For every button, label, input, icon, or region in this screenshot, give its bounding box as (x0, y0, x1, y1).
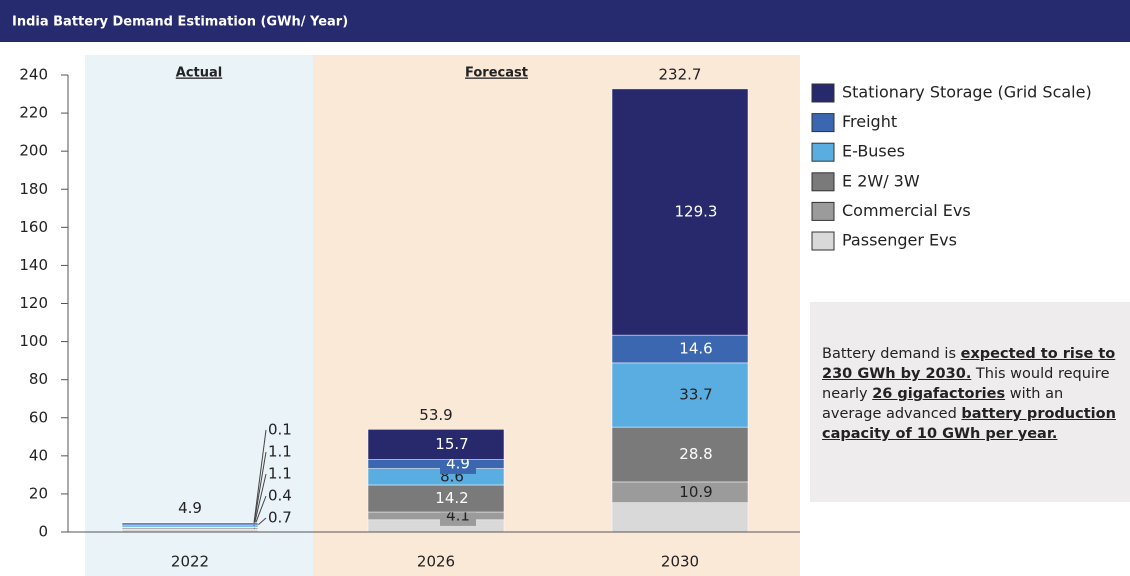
bar-segment (367, 519, 505, 533)
y-tick-label: 160 (19, 218, 48, 236)
note-box: Battery demand is expected to rise to 23… (810, 302, 1130, 502)
data-label: 0.1 (268, 421, 292, 439)
leader-line (253, 473, 267, 527)
bar-segment (121, 522, 259, 526)
data-label: 15.7 (435, 435, 468, 453)
bar-segment (367, 468, 505, 486)
period-label: Forecast (465, 66, 528, 81)
legend-swatch (811, 83, 835, 103)
data-label: 1.1 (268, 465, 292, 483)
y-tick-label: 240 (19, 66, 48, 84)
note-text: This would require nearly (822, 366, 1110, 402)
legend-label: E-Buses (842, 142, 905, 161)
bar-segment (367, 459, 505, 469)
legend-label: Commercial Evs (842, 201, 971, 220)
legend-swatch (811, 201, 835, 221)
note-text: Battery demand is (822, 346, 961, 362)
title-bar (0, 0, 1130, 42)
bar-segment (611, 334, 749, 364)
x-tick-label: 2022 (171, 553, 209, 571)
bar-segment (121, 524, 259, 528)
y-tick-label: 40 (29, 446, 48, 464)
data-label: 0.7 (268, 509, 292, 527)
y-tick-label: 100 (19, 332, 48, 350)
legend-label: Freight (842, 112, 897, 131)
bar-segment (611, 88, 749, 336)
y-tick-label: 20 (29, 484, 48, 502)
data-label: 129.3 (675, 203, 718, 221)
y-tick-label: 140 (19, 256, 48, 274)
y-tick-label: 80 (29, 370, 48, 388)
data-label: 14.6 (679, 340, 712, 358)
x-tick-label: 2030 (661, 553, 699, 571)
data-label: 1.1 (268, 443, 292, 461)
data-label: 33.7 (679, 385, 712, 403)
y-tick-label: 180 (19, 180, 48, 198)
note-text: 26 gigafactories (872, 386, 1006, 402)
legend-swatch (811, 231, 835, 251)
bar-segment (611, 502, 749, 533)
data-label: 10.9 (679, 483, 712, 501)
y-tick-label: 0 (38, 523, 48, 541)
bar-segment (367, 429, 505, 460)
legend-label: E 2W/ 3W (842, 171, 920, 190)
total-label: 4.9 (178, 499, 202, 517)
x-tick-label: 2026 (417, 553, 455, 571)
legend-swatch (811, 142, 835, 162)
legend-label: Passenger Evs (842, 231, 957, 250)
chart-title: India Battery Demand Estimation (GWh/ Ye… (12, 15, 348, 30)
total-label: 53.9 (419, 406, 452, 424)
note-text: with an average advanced (822, 386, 1064, 422)
y-tick-label: 200 (19, 142, 48, 160)
bar-segment (367, 511, 505, 521)
y-tick-label: 220 (19, 104, 48, 122)
leader-line (253, 451, 267, 524)
legend-swatch (811, 113, 835, 133)
leader-line (253, 495, 267, 528)
y-tick-label: 60 (29, 408, 48, 426)
bar-segment (367, 484, 505, 513)
legend-label: Stationary Storage (Grid Scale) (842, 83, 1092, 102)
y-tick-label: 120 (19, 294, 48, 312)
data-label: 14.2 (435, 489, 468, 507)
period-label: Actual (176, 66, 222, 81)
bar-segment (611, 362, 749, 428)
note-text: expected to rise to 230 GWh by 2030. (822, 346, 1116, 382)
total-label: 232.7 (659, 65, 702, 83)
period-band (85, 55, 313, 576)
leader-line (253, 429, 267, 523)
note-text: battery production capacity of 10 GWh pe… (822, 406, 1116, 442)
bar-segment (611, 426, 749, 483)
data-label: 28.8 (679, 445, 712, 463)
legend-swatch (811, 172, 835, 192)
data-label: 0.4 (268, 487, 292, 505)
